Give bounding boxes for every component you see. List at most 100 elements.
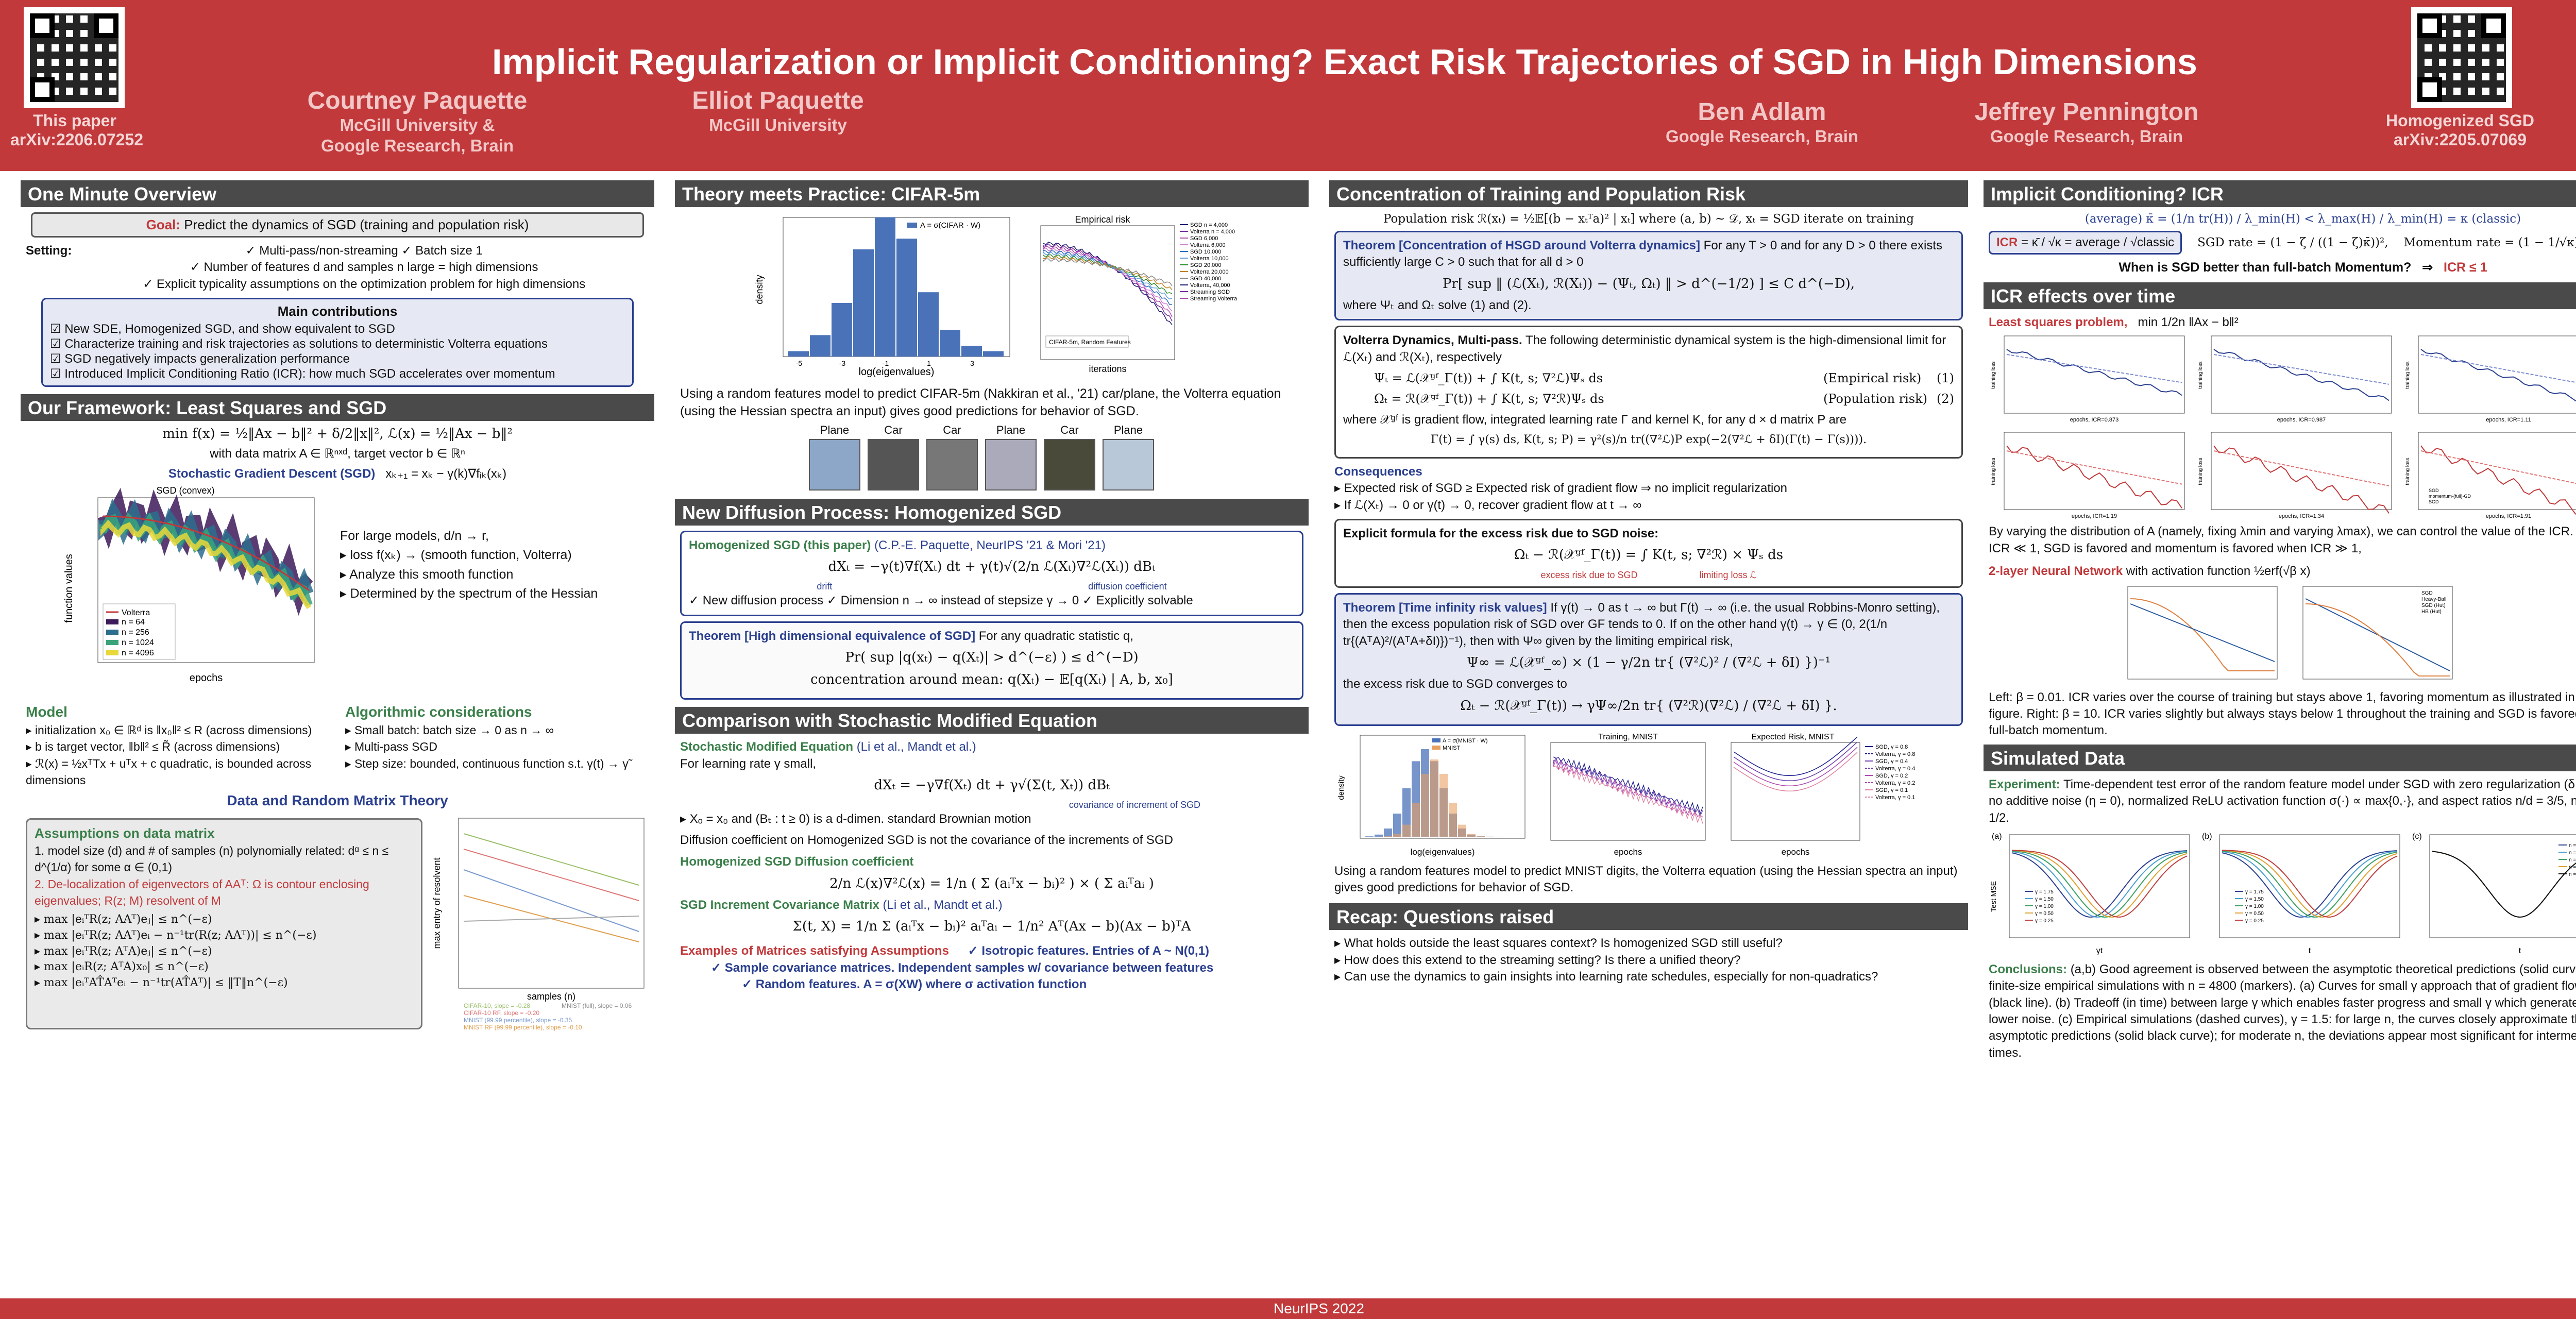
svg-text:n = 64: n = 64 <box>122 618 145 627</box>
sample-image-plane: Plane <box>1103 424 1154 491</box>
resolvent-chart: samples (n) max entry of resolvent CIFAR… <box>432 818 645 1031</box>
author-ben: Ben Adlam Google Research, Brain <box>1665 98 1859 146</box>
qr-code-hsgd-icon[interactable] <box>2411 7 2512 108</box>
sample-image-car: Car <box>868 424 919 491</box>
mnist-bar <box>1421 773 1429 837</box>
svg-text:(c): (c) <box>2412 832 2422 841</box>
least-squares-label: Least squares problem, min 1/2n ‖Ax − b‖… <box>1989 315 2239 329</box>
mnist-bar <box>1477 836 1485 837</box>
sim-legend-label: n = 2400 <box>2569 865 2576 870</box>
nn-right-chart: SGD Heavy-Ball SGD (Hut) HB (Hut) <box>2302 586 2453 680</box>
section-overview-title: One Minute Overview <box>21 180 654 207</box>
mnist-expected-risk-chart: Expected Risk, MNIST epochs SGD, γ = 0.8… <box>1731 733 1915 857</box>
least-squares-chart: training loss epochs, ICR=0.873 <box>1991 335 2185 423</box>
vary-text: By varying the distribution of A (namely… <box>1989 525 2576 555</box>
svg-text:t: t <box>2309 946 2311 955</box>
sgd-band-4 <box>100 519 312 610</box>
mnist-bar <box>1402 788 1411 837</box>
risk-legend-label: Volterra 20,000 <box>1190 269 1229 275</box>
risk-legend-label: SGD 20,000 <box>1190 262 1222 268</box>
tick-label: -3 <box>839 359 846 367</box>
examples-block: Examples of Matrices satisfying Assumpti… <box>680 944 1214 991</box>
sim-legend-label: γ = 1.50 <box>2035 897 2054 902</box>
svg-text:n = 256: n = 256 <box>122 628 149 637</box>
momentum-line <box>2420 450 2576 484</box>
svg-text:Empirical risk: Empirical risk <box>1075 214 1130 225</box>
nn-caption: Left: β = 0.01. ICR varies over the cour… <box>1989 690 2576 738</box>
sim-legend-label: γ = 0.25 <box>2035 918 2054 924</box>
assumptions-box: Assumptions on data matrix 1. model size… <box>26 818 422 1029</box>
svg-text:Training, MNIST: Training, MNIST <box>1598 733 1658 741</box>
qr-code-paper-icon[interactable] <box>24 7 125 108</box>
plot-frame <box>2004 432 2185 510</box>
section-diffusion-title: New Diffusion Process: Homogenized SGD <box>675 498 1309 526</box>
mnist-bar <box>1458 824 1466 837</box>
svg-text:γt: γt <box>2096 946 2103 955</box>
mnist-legend-label: Volterra, γ = 0.8 <box>1875 751 1915 757</box>
sim-curve <box>2222 850 2398 918</box>
axis-label: training loss <box>2198 458 2204 485</box>
tick-label: 1 <box>927 359 931 367</box>
mnist-legend-label: SGD, γ = 0.1 <box>1875 787 1908 793</box>
mnist-exp-line <box>1733 752 1858 791</box>
risk-series-line <box>1043 254 1173 294</box>
chart-caption: epochs, ICR=1.34 <box>2279 513 2324 519</box>
axis-label: training loss <box>2198 362 2204 389</box>
sim-legend-label: n = 120 <box>2569 843 2576 849</box>
sim-legend-label: γ = 1.00 <box>2035 904 2054 909</box>
mnist-figure-row: A = σ(MNIST · W) MNIST log(eigenvalues) … <box>1334 731 1968 860</box>
least-squares-chart: training loss epochs, ICR=1.11 <box>2405 335 2576 423</box>
nn-line-b <box>2130 603 2275 662</box>
sim-chart-c: (c) n = 120n = 180n = 600 n = 2400 n = ∞ (… <box>2412 832 2576 955</box>
sample-image-row: Plane Car Car Plane Car Plane <box>809 424 1309 491</box>
svg-text:t: t <box>2519 946 2521 955</box>
sim-legend-label: γ = 1.00 <box>2245 904 2264 909</box>
histogram-bar <box>983 351 1004 357</box>
sim-curve <box>2432 851 2576 918</box>
plot-frame <box>2004 335 2185 414</box>
svg-text:log(eigenvalues): log(eigenvalues) <box>859 366 935 378</box>
poster-footer: NeurIPS 2022 <box>0 1298 2576 1319</box>
cifar-figure-row: -5 -3 -1 1 3 A = σ(CIFAR · W) log(eigenvalue… <box>752 212 1309 382</box>
chart-caption: epochs, ICR=1.19 <box>2072 513 2117 519</box>
cifar-hist-chart: -5 -3 -1 1 3 A = σ(CIFAR · W) log(eigenvalue… <box>754 217 1010 378</box>
svg-text:SGD (convex): SGD (convex) <box>156 485 214 496</box>
column-2: Theory meets Practice: CIFAR-5m -5 -3 -1 1 3… <box>675 180 1309 1293</box>
volterra-line <box>103 515 310 591</box>
svg-text:epochs: epochs <box>1782 847 1810 857</box>
svg-text:(a): (a) <box>1992 832 2002 841</box>
sample-image-plane: Plane <box>809 424 860 491</box>
risk-legend-label: SGD 6,000 <box>1190 235 1218 242</box>
population-risk-eq: Population risk ℛ(xₜ) = ½𝔼[(b − xₜᵀa)² |… <box>1383 212 1914 226</box>
momentum-line <box>2213 354 2389 385</box>
nn-figure-row: SGD Heavy-Ball SGD (Hut) HB (Hut) <box>2117 583 2576 686</box>
svg-text:MNIST (full), slope = 0.06: MNIST (full), slope = 0.06 <box>562 1002 632 1009</box>
sim-legend-label: γ = 1.50 <box>2245 897 2264 902</box>
when-sgd-better: When is SGD better than full-batch Momen… <box>2119 260 2487 275</box>
svg-text:SGD (Hut): SGD (Hut) <box>2421 603 2446 608</box>
theorem-concentration-box: Theorem [Concentration of HSGD around Vo… <box>1334 231 1963 321</box>
column-4: Implicit Conditioning? ICR (average) κ̄ … <box>1984 180 2576 1293</box>
histogram-bar <box>832 303 852 357</box>
column-3: Concentration of Training and Population… <box>1329 180 1968 1293</box>
section-compare-title: Comparison with Stochastic Modified Equa… <box>675 707 1309 734</box>
histogram-bar <box>896 239 917 357</box>
section-recap-title: Recap: Questions raised <box>1329 903 1968 931</box>
svg-text:epochs: epochs <box>190 672 223 684</box>
section-framework-title: Our Framework: Least Squares and SGD <box>21 394 654 421</box>
sgd-line <box>2006 445 2182 509</box>
least-squares-grid: training loss epochs, ICR=0.873 training l… <box>1989 334 2576 520</box>
sgd-line <box>2006 349 2182 396</box>
sim-curve <box>2011 850 2188 918</box>
mnist-bar <box>1384 836 1392 837</box>
sim-curve <box>2222 850 2398 918</box>
model-block: Model ▸ initialization x₀ ∈ ℝᵈ is ‖x₀‖² … <box>26 703 312 787</box>
sim-legend-label: γ = 1.75 <box>2035 889 2054 895</box>
plot-frame <box>2211 432 2392 510</box>
sample-image-car: Car <box>926 424 978 491</box>
sample-image-plane: Plane <box>985 424 1037 491</box>
risk-series-line <box>1043 258 1173 286</box>
risk-legend-label: Volterra 10,000 <box>1190 256 1229 262</box>
chart-caption: epochs, ICR=0.987 <box>2277 417 2326 423</box>
mnist-exp-line <box>1733 741 1858 781</box>
